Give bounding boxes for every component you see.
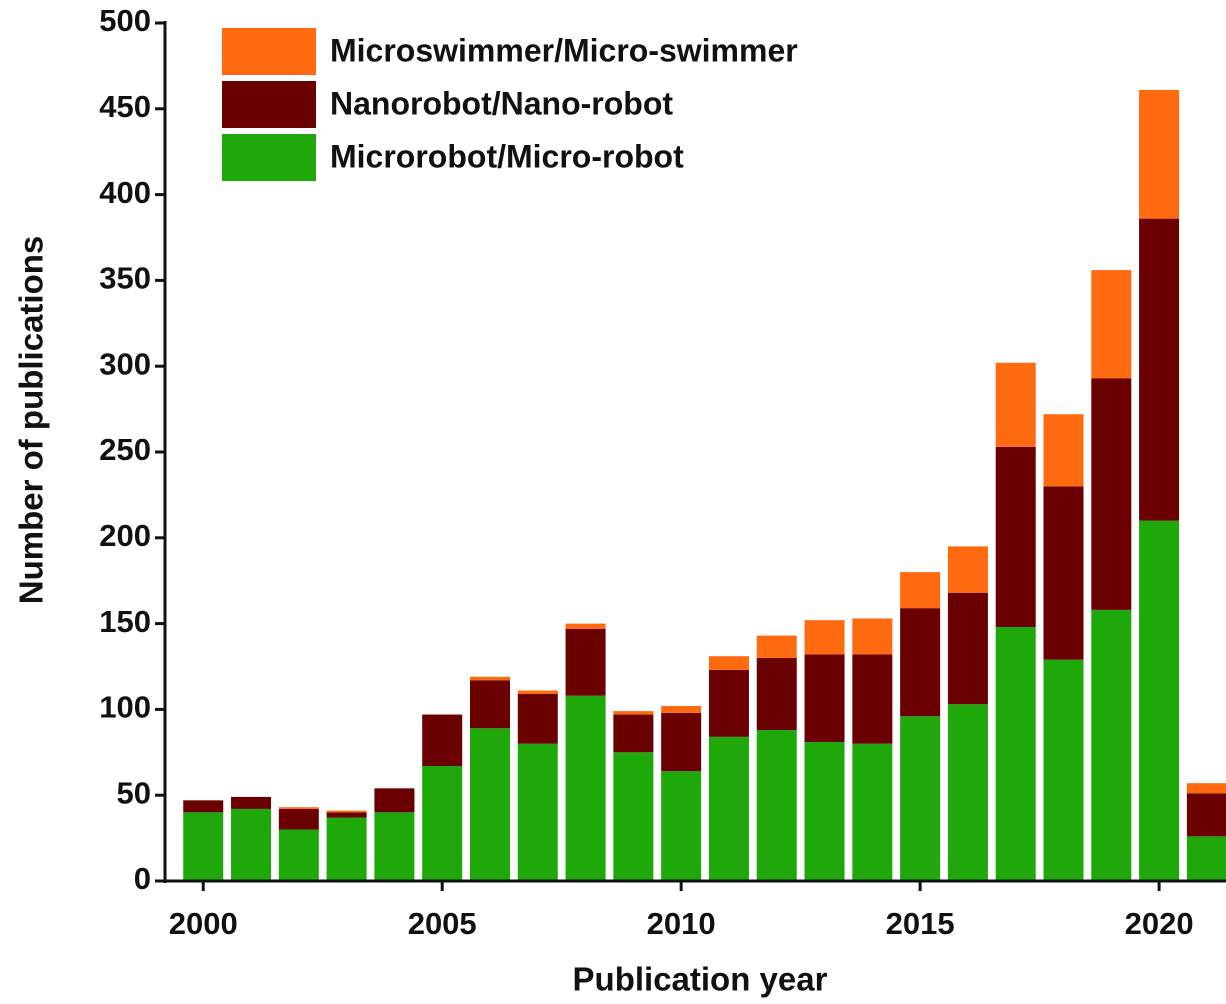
x-tick-label: 2015 xyxy=(886,906,955,941)
bar-segment xyxy=(1139,520,1180,881)
y-tick-label: 100 xyxy=(99,690,151,725)
y-tick-label: 350 xyxy=(99,261,151,296)
bar-segment xyxy=(852,743,893,881)
bar-segment xyxy=(326,817,367,881)
bar-segment xyxy=(1186,783,1226,794)
legend-swatch xyxy=(222,134,316,181)
legend-swatch xyxy=(222,28,316,75)
bars xyxy=(183,89,1226,881)
bar-segment xyxy=(1043,659,1084,881)
bar-segment xyxy=(900,572,941,609)
bar-segment xyxy=(661,771,702,881)
x-tick-label: 2000 xyxy=(169,906,238,941)
bar-segment xyxy=(613,714,654,753)
bar-segment xyxy=(661,712,702,772)
bar-segment xyxy=(326,812,367,818)
bar-segment xyxy=(1186,836,1226,881)
bar-segment xyxy=(1091,270,1132,379)
x-tick-label: 2005 xyxy=(408,906,477,941)
bar-segment xyxy=(995,627,1036,881)
bar-segment xyxy=(183,800,224,813)
bar-segment xyxy=(231,808,272,881)
y-tick-label: 400 xyxy=(99,175,151,210)
bar-segment xyxy=(708,656,749,670)
bar-segment xyxy=(565,623,606,629)
bar-segment xyxy=(517,743,558,881)
y-tick-label: 450 xyxy=(99,89,151,124)
bar-segment xyxy=(469,680,510,729)
bar-segment xyxy=(756,729,797,881)
bar-segment xyxy=(756,635,797,658)
bar-segment xyxy=(1043,486,1084,660)
bar-segment xyxy=(517,690,558,694)
legend-label: Microrobot/Micro-robot xyxy=(330,138,684,174)
bar-segment xyxy=(708,669,749,737)
bar-segment xyxy=(708,736,749,881)
bar-segment xyxy=(565,628,606,696)
legend-swatch xyxy=(222,81,316,128)
bar-segment xyxy=(613,711,654,715)
y-tick-label: 0 xyxy=(134,861,151,896)
bar-segment xyxy=(804,620,845,655)
bar-segment xyxy=(183,812,224,881)
bar-segment xyxy=(422,766,463,881)
bar-segment xyxy=(613,752,654,881)
bar-segment xyxy=(1091,609,1132,881)
bar-segment xyxy=(517,693,558,744)
bar-segment xyxy=(278,807,319,809)
y-tick-label: 500 xyxy=(99,3,151,38)
bar-segment xyxy=(326,810,367,813)
bar-segment xyxy=(231,796,272,809)
x-tick-label: 2020 xyxy=(1125,906,1194,941)
bar-segment xyxy=(852,654,893,744)
bar-segment xyxy=(278,808,319,830)
y-axis-title: Number of publications xyxy=(13,236,50,605)
bar-segment xyxy=(995,362,1036,447)
y-tick-label: 300 xyxy=(99,346,151,381)
bar-segment xyxy=(1186,793,1226,837)
bar-segment xyxy=(900,608,941,717)
x-tick-label: 2010 xyxy=(647,906,716,941)
y-tick-label: 50 xyxy=(117,775,151,810)
bar-segment xyxy=(804,742,845,881)
bar-segment xyxy=(374,812,415,881)
bar-segment xyxy=(852,618,893,655)
bar-segment xyxy=(661,705,702,713)
y-tick-label: 150 xyxy=(99,604,151,639)
legend-label: Nanorobot/Nano-robot xyxy=(330,85,673,121)
x-axis-title: Publication year xyxy=(573,961,828,998)
bar-segment xyxy=(1091,378,1132,610)
bar-segment xyxy=(995,446,1036,628)
bar-segment xyxy=(756,657,797,730)
bar-segment xyxy=(1043,414,1084,487)
bar-segment xyxy=(565,695,606,881)
bar-segment xyxy=(469,728,510,881)
y-tick-label: 250 xyxy=(99,432,151,467)
bar-segment xyxy=(947,592,988,705)
bar-segment xyxy=(804,654,845,743)
bar-segment xyxy=(1139,218,1180,521)
bar-segment xyxy=(947,704,988,881)
bar-segment xyxy=(947,546,988,593)
legend-label: Microswimmer/Micro-swimmer xyxy=(330,32,798,68)
bar-segment xyxy=(422,714,463,767)
bar-segment xyxy=(278,829,319,881)
bar-segment xyxy=(469,676,510,681)
bar-segment xyxy=(900,716,941,881)
y-tick-label: 200 xyxy=(99,518,151,553)
bar-segment xyxy=(374,788,415,813)
bar-segment xyxy=(1139,89,1180,219)
